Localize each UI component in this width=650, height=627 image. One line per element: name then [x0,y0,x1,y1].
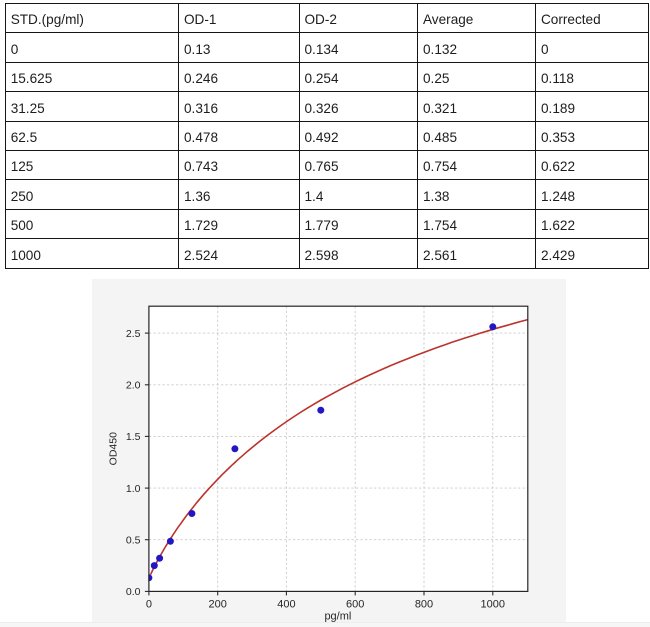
svg-text:0.5: 0.5 [126,534,141,546]
svg-text:2.5: 2.5 [126,328,141,340]
svg-text:600: 600 [346,598,364,610]
svg-text:0: 0 [146,598,152,610]
svg-text:400: 400 [277,598,295,610]
svg-text:pg/ml: pg/ml [324,611,351,623]
svg-text:200: 200 [209,598,227,610]
svg-text:2.0: 2.0 [126,380,141,392]
svg-text:800: 800 [415,598,433,610]
svg-text:0.0: 0.0 [126,586,141,598]
svg-text:1.5: 1.5 [126,431,141,443]
svg-text:1.0: 1.0 [126,483,141,495]
svg-text:OD450: OD450 [108,432,120,465]
svg-text:1000: 1000 [481,598,505,610]
